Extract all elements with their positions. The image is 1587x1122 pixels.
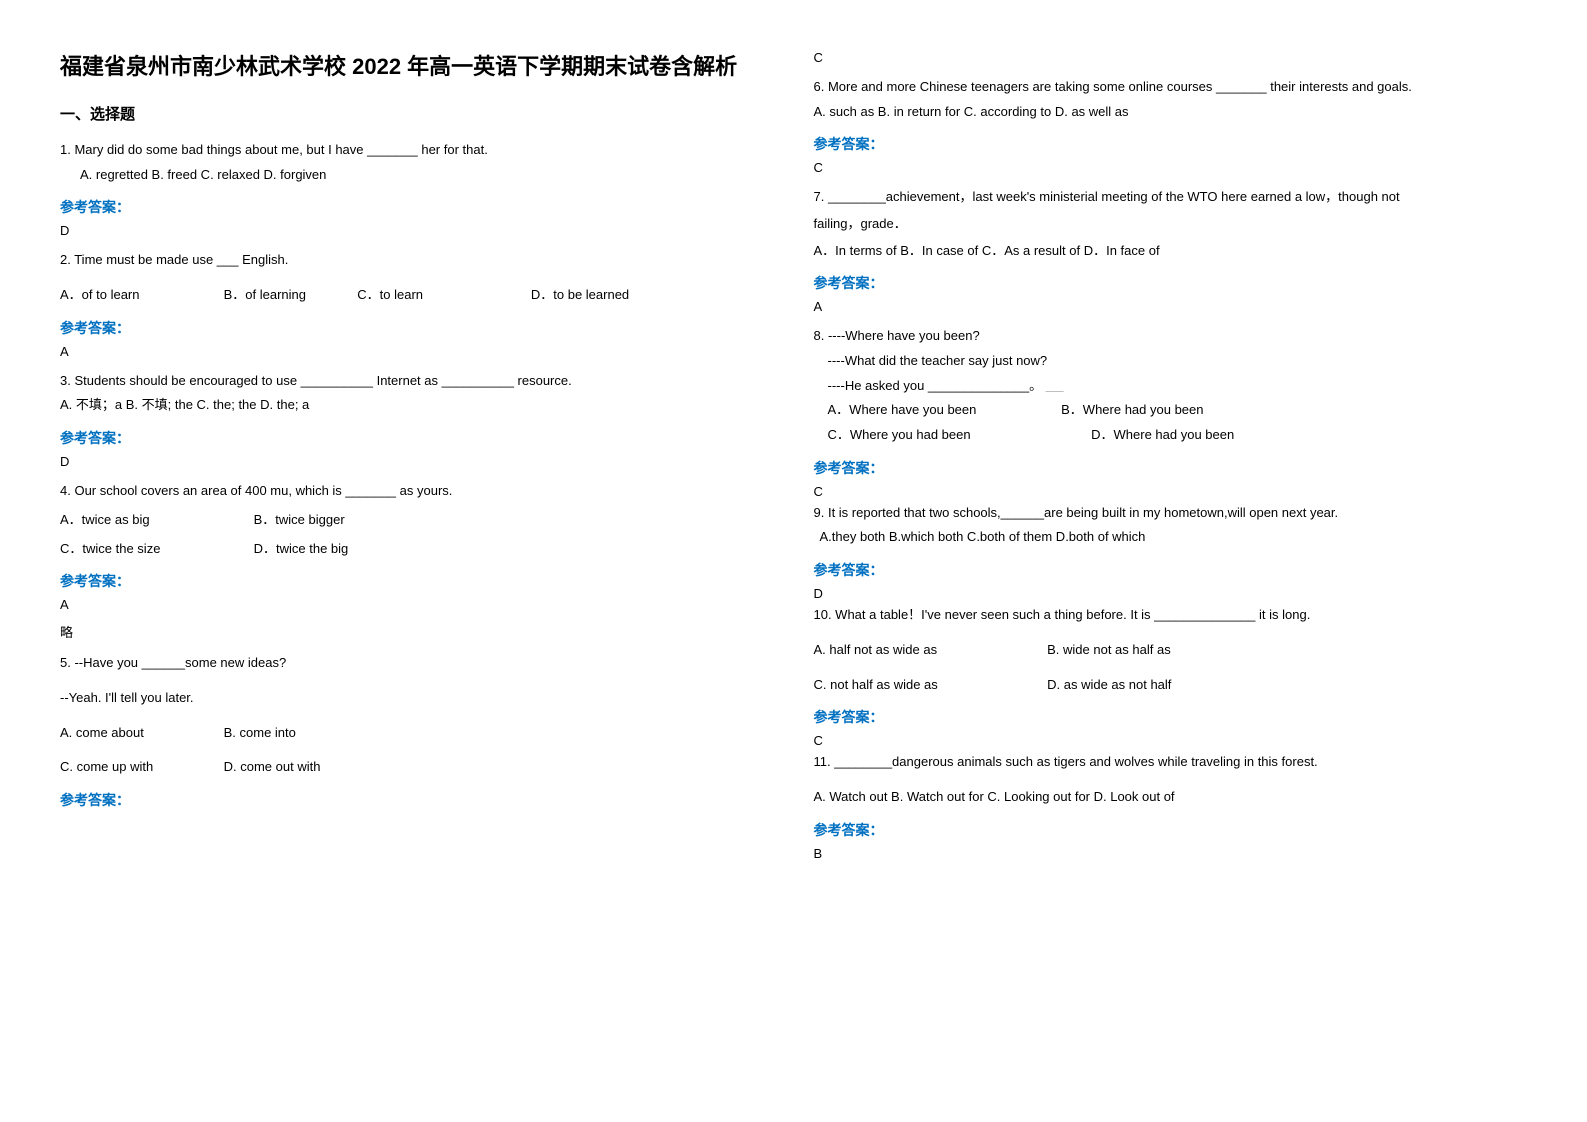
question-6: 6. More and more Chinese teenagers are t…: [814, 75, 1528, 124]
q2-optC: C．to learn: [357, 283, 527, 308]
page-title: 福建省泉州市南少林武术学校 2022 年高一英语下学期期末试卷含解析: [60, 50, 774, 83]
q11-options: A. Watch out B. Watch out for C. Looking…: [814, 785, 1528, 810]
q8-text3: ----He asked you ______________。: [828, 378, 1043, 393]
q2-text: 2. Time must be made use ___ English.: [60, 248, 774, 273]
question-4: 4. Our school covers an area of 400 mu, …: [60, 479, 774, 561]
q7-options: A．In terms of B．In case of C．As a result…: [814, 239, 1528, 264]
q2-options: A．of to learn B．of learning C．to learn D…: [60, 283, 774, 308]
q8-text2: ----What did the teacher say just now?: [828, 349, 1528, 374]
q10-text: 10. What a table！I've never seen such a …: [814, 603, 1528, 628]
question-2: 2. Time must be made use ___ English. A．…: [60, 248, 774, 307]
answer-label: 参考答案：: [814, 820, 1528, 840]
q8-optA: A．Where have you been: [828, 398, 1058, 423]
answer-label: 参考答案：: [60, 428, 774, 448]
q5-text1: 5. --Have you ______some new ideas?: [60, 651, 774, 676]
answer-label: 参考答案：: [814, 458, 1528, 478]
q10-answer: C: [814, 733, 1528, 748]
q3-text: 3. Students should be encouraged to use …: [60, 369, 774, 394]
q6-answer: C: [814, 160, 1528, 175]
q9-text: 9. It is reported that two schools,_____…: [814, 501, 1528, 526]
q4-optD: D．twice the big: [254, 541, 349, 556]
q7-text1: 7. ________achievement，last week's minis…: [814, 185, 1528, 210]
question-3: 3. Students should be encouraged to use …: [60, 369, 774, 418]
q2-answer: A: [60, 344, 774, 359]
question-8: 8. ----Where have you been? ----What did…: [814, 324, 1528, 447]
question-11: 11. ________dangerous animals such as ti…: [814, 750, 1528, 809]
right-column: C 6. More and more Chinese teenagers are…: [814, 50, 1528, 1072]
q8-options-row1: A．Where have you been B．Where had you be…: [828, 398, 1528, 423]
answer-label: 参考答案：: [814, 560, 1528, 580]
q8-optC: C．Where you had been: [828, 423, 1088, 448]
q4-answer: A: [60, 597, 774, 612]
q4-options-row2: C．twice the size D．twice the big: [60, 537, 774, 562]
q8-optD: D．Where had you been: [1091, 427, 1234, 442]
q4-optB: B．twice bigger: [254, 512, 345, 527]
q7-answer: A: [814, 299, 1528, 314]
q5-text2: --Yeah. I'll tell you later.: [60, 686, 774, 711]
q4-optA: A．twice as big: [60, 508, 250, 533]
q9-answer: D: [814, 586, 1528, 601]
question-9: 9. It is reported that two schools,_____…: [814, 501, 1528, 550]
q8-optB: B．Where had you been: [1061, 402, 1203, 417]
answer-label: 参考答案：: [60, 571, 774, 591]
q4-text: 4. Our school covers an area of 400 mu, …: [60, 479, 774, 504]
q2-optA: A．of to learn: [60, 283, 220, 308]
question-7: 7. ________achievement，last week's minis…: [814, 185, 1528, 263]
q5-optB: B. come into: [224, 725, 296, 740]
left-column: 福建省泉州市南少林武术学校 2022 年高一英语下学期期末试卷含解析 一、选择题…: [60, 50, 774, 1072]
q5-optA: A. come about: [60, 721, 220, 746]
q5-answer: C: [814, 50, 1528, 65]
q5-optC: C. come up with: [60, 755, 220, 780]
question-1: 1. Mary did do some bad things about me,…: [60, 138, 774, 187]
q8-pencil-mark: ____: [1046, 383, 1064, 392]
q9-options: A.they both B.which both C.both of them …: [820, 525, 1528, 550]
answer-label: 参考答案：: [814, 707, 1528, 727]
q4-note: 略: [60, 622, 774, 641]
q8-text1: 8. ----Where have you been?: [814, 324, 1528, 349]
question-5: 5. --Have you ______some new ideas? --Ye…: [60, 651, 774, 780]
q1-answer: D: [60, 223, 774, 238]
q3-answer: D: [60, 454, 774, 469]
q3-options: A. 不填；a B. 不填; the C. the; the D. the; a: [60, 393, 774, 418]
q10-optD: D. as wide as not half: [1047, 677, 1171, 692]
q4-optC: C．twice the size: [60, 537, 250, 562]
q5-options-row2: C. come up with D. come out with: [60, 755, 774, 780]
q10-optB: B. wide not as half as: [1047, 642, 1171, 657]
q5-optD: D. come out with: [224, 759, 321, 774]
q8-options-row2: C．Where you had been D．Where had you bee…: [828, 423, 1528, 448]
question-10: 10. What a table！I've never seen such a …: [814, 603, 1528, 697]
q7-text2: failing，grade．: [814, 210, 1528, 239]
answer-label: 参考答案：: [60, 790, 774, 810]
answer-label: 参考答案：: [814, 134, 1528, 154]
q10-options-row2: C. not half as wide as D. as wide as not…: [814, 673, 1528, 698]
q11-answer: B: [814, 846, 1528, 861]
q2-optD: D．to be learned: [531, 287, 629, 302]
answer-label: 参考答案：: [60, 318, 774, 338]
q8-text3-line: ----He asked you ______________。 ____: [828, 374, 1528, 399]
q1-options: A. regretted B. freed C. relaxed D. forg…: [80, 163, 774, 188]
q8-answer: C: [814, 484, 1528, 499]
q11-text: 11. ________dangerous animals such as ti…: [814, 750, 1528, 775]
q2-optB: B．of learning: [224, 283, 354, 308]
answer-label: 参考答案：: [60, 197, 774, 217]
q10-optA: A. half not as wide as: [814, 638, 1044, 663]
q4-options-row1: A．twice as big B．twice bigger: [60, 508, 774, 533]
section-header: 一、选择题: [60, 103, 774, 124]
q6-options: A. such as B. in return for C. according…: [814, 100, 1528, 125]
q5-options-row1: A. come about B. come into: [60, 721, 774, 746]
q10-optC: C. not half as wide as: [814, 673, 1044, 698]
q10-options-row1: A. half not as wide as B. wide not as ha…: [814, 638, 1528, 663]
q6-text: 6. More and more Chinese teenagers are t…: [814, 75, 1528, 100]
q1-text: 1. Mary did do some bad things about me,…: [60, 138, 774, 163]
answer-label: 参考答案：: [814, 273, 1528, 293]
